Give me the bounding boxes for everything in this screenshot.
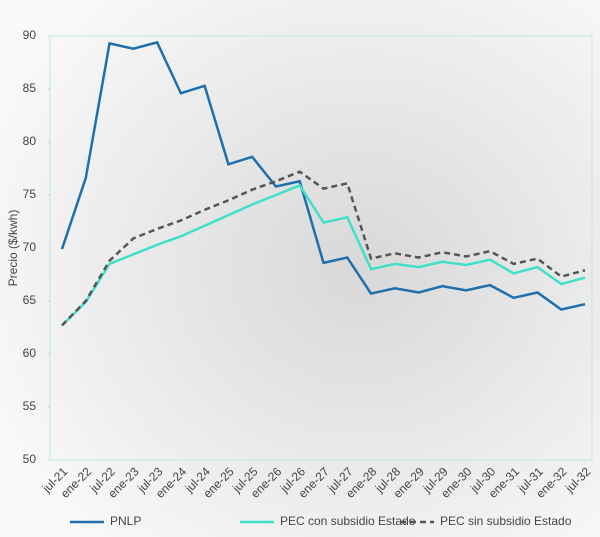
line-series xyxy=(60,40,586,311)
y-tick-label: 55 xyxy=(23,399,37,413)
y-tick-label: 70 xyxy=(23,240,37,254)
y-tick-label: 65 xyxy=(23,293,37,307)
y-tick-label: 60 xyxy=(23,346,37,360)
y-tick-label: 85 xyxy=(23,81,37,95)
y-axis-title: Precio ($/kwh) xyxy=(6,210,20,287)
y-tick-label: 75 xyxy=(23,187,37,201)
legend-label: PNLP xyxy=(110,514,141,528)
legend-label: PEC con subsidio Estado xyxy=(280,514,416,528)
y-tick-label: 90 xyxy=(23,28,37,42)
y-tick-label: 80 xyxy=(23,134,37,148)
y-tick-label: 50 xyxy=(23,452,37,466)
line-series xyxy=(61,170,586,327)
line-series xyxy=(61,183,586,327)
legend-label: PEC sin subsidio Estado xyxy=(440,514,572,528)
